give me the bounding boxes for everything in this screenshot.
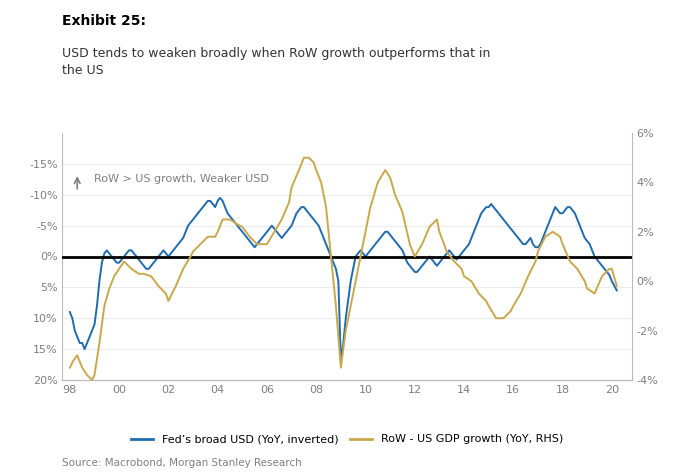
Text: Exhibit 25:: Exhibit 25: — [62, 14, 146, 28]
Legend: Fed’s broad USD (YoY, inverted), RoW - US GDP growth (YoY, RHS): Fed’s broad USD (YoY, inverted), RoW - U… — [126, 430, 568, 449]
Text: Source: Macrobond, Morgan Stanley Research: Source: Macrobond, Morgan Stanley Resear… — [62, 458, 302, 468]
Text: RoW > US growth, Weaker USD: RoW > US growth, Weaker USD — [94, 174, 269, 184]
Text: USD tends to weaken broadly when RoW growth outperforms that in
the US: USD tends to weaken broadly when RoW gro… — [62, 48, 491, 77]
